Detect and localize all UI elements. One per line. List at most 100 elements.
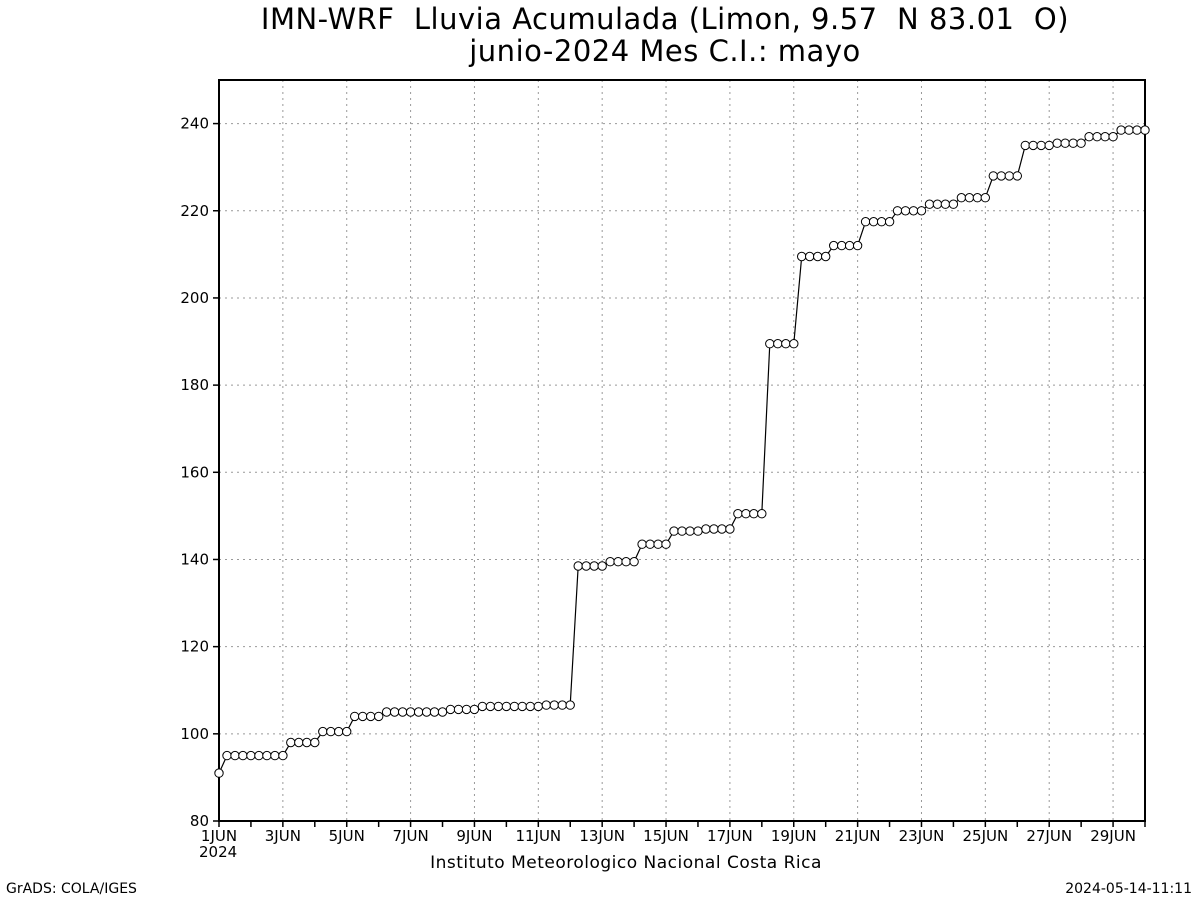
data-point-marker bbox=[964, 193, 975, 203]
data-point-marker bbox=[1068, 138, 1078, 148]
data-point-marker bbox=[533, 701, 543, 712]
y-tick-label: 80 bbox=[190, 812, 209, 830]
x-tick-label: 11JUN bbox=[515, 827, 561, 845]
data-point-marker bbox=[573, 561, 583, 571]
data-point-marker bbox=[1132, 125, 1142, 135]
x-tick-label: 15JUN bbox=[643, 827, 689, 845]
data-point-marker bbox=[892, 206, 903, 216]
y-tick-label: 140 bbox=[180, 550, 209, 568]
data-point-marker bbox=[884, 217, 895, 227]
data-point-marker bbox=[773, 339, 783, 349]
data-point-marker bbox=[1100, 132, 1110, 142]
data-point-marker bbox=[908, 206, 919, 216]
data-point-marker bbox=[876, 217, 887, 227]
data-point-marker bbox=[381, 707, 392, 717]
grads-credit: GrADS: COLA/IGES bbox=[6, 881, 137, 897]
data-point-marker bbox=[1036, 140, 1046, 151]
data-point-marker bbox=[254, 750, 264, 761]
data-point-marker bbox=[334, 726, 344, 737]
x-tick-label: 29JUN bbox=[1090, 827, 1136, 845]
data-point-marker bbox=[310, 737, 320, 748]
data-point-marker bbox=[637, 539, 647, 549]
data-point-marker bbox=[701, 524, 711, 534]
data-point-marker bbox=[342, 726, 352, 737]
data-point-marker bbox=[541, 700, 551, 710]
data-point-marker bbox=[613, 557, 623, 567]
data-point-marker bbox=[230, 750, 240, 761]
x-tick-label: 7JUN bbox=[393, 827, 429, 845]
data-point-marker bbox=[789, 339, 799, 349]
data-point-marker bbox=[900, 206, 911, 216]
y-tick-label: 100 bbox=[180, 725, 209, 743]
data-point-marker bbox=[350, 711, 360, 722]
data-point-marker bbox=[805, 251, 815, 262]
data-point-marker bbox=[1028, 140, 1038, 151]
data-point-marker bbox=[797, 251, 807, 262]
x-tick-label: 1JUN bbox=[201, 827, 237, 845]
data-point-marker bbox=[948, 199, 959, 209]
data-point-marker bbox=[509, 701, 520, 712]
y-tick-label: 120 bbox=[180, 638, 209, 656]
data-point-marker bbox=[829, 240, 839, 251]
data-point-marker bbox=[405, 707, 416, 717]
data-point-marker bbox=[1084, 132, 1094, 142]
data-point-marker bbox=[765, 339, 775, 349]
data-point-marker bbox=[549, 700, 559, 710]
data-point-marker bbox=[238, 750, 248, 761]
data-point-marker bbox=[374, 711, 384, 722]
y-tick-label: 160 bbox=[180, 463, 209, 481]
data-point-marker bbox=[326, 726, 336, 737]
data-point-marker bbox=[741, 509, 751, 519]
data-point-marker bbox=[685, 526, 695, 536]
data-point-marker bbox=[669, 526, 679, 536]
data-point-marker bbox=[988, 171, 998, 181]
data-point-marker bbox=[1124, 125, 1134, 135]
data-point-marker bbox=[1116, 125, 1126, 135]
y-tick-label: 200 bbox=[180, 289, 209, 307]
institution-caption: Instituto Meteorologico Nacional Costa R… bbox=[430, 853, 822, 873]
data-point-marker bbox=[477, 701, 488, 712]
data-point-marker bbox=[358, 711, 368, 722]
data-point-marker bbox=[501, 701, 512, 712]
data-point-marker bbox=[725, 524, 735, 534]
y-tick-label: 240 bbox=[180, 115, 209, 133]
data-point-marker bbox=[597, 561, 607, 571]
data-point-marker bbox=[1092, 132, 1102, 142]
data-point-marker bbox=[557, 700, 567, 710]
data-point-marker bbox=[437, 707, 448, 717]
x-tick-label: 9JUN bbox=[456, 827, 492, 845]
x-tick-label: 3JUN bbox=[265, 827, 301, 845]
data-point-marker bbox=[278, 750, 288, 761]
data-point-marker bbox=[757, 509, 767, 519]
data-point-marker bbox=[629, 557, 639, 567]
chart-subtitle: junio-2024 Mes C.I.: mayo bbox=[469, 34, 861, 68]
data-point-marker bbox=[485, 701, 496, 712]
x-tick-label: 25JUN bbox=[962, 827, 1008, 845]
data-point-marker bbox=[781, 339, 791, 349]
data-point-marker bbox=[677, 526, 687, 536]
data-point-marker bbox=[733, 509, 743, 519]
data-point-marker bbox=[661, 539, 671, 549]
data-point-marker bbox=[749, 509, 759, 519]
data-point-marker bbox=[932, 199, 943, 209]
data-point-marker bbox=[565, 700, 575, 710]
data-point-marker bbox=[1004, 171, 1014, 181]
data-point-marker bbox=[493, 701, 504, 712]
data-point-marker bbox=[1108, 132, 1118, 142]
data-point-marker bbox=[821, 251, 831, 262]
data-point-marker bbox=[972, 193, 983, 203]
data-point-marker bbox=[286, 737, 296, 748]
x-tick-label: 17JUN bbox=[707, 827, 753, 845]
data-point-marker bbox=[653, 539, 663, 549]
data-point-marker bbox=[469, 704, 480, 715]
data-point-marker bbox=[366, 711, 376, 722]
data-point-marker bbox=[605, 557, 615, 567]
data-point-marker bbox=[445, 704, 456, 715]
rainfall-series-line bbox=[218, 129, 1145, 774]
data-point-marker bbox=[940, 199, 951, 209]
chart-title: IMN-WRF Lluvia Acumulada (Limon, 9.57 N … bbox=[260, 2, 1070, 36]
data-point-marker bbox=[1140, 125, 1150, 135]
data-point-marker bbox=[1076, 138, 1086, 148]
data-point-marker bbox=[844, 240, 855, 251]
data-point-marker bbox=[421, 707, 432, 717]
